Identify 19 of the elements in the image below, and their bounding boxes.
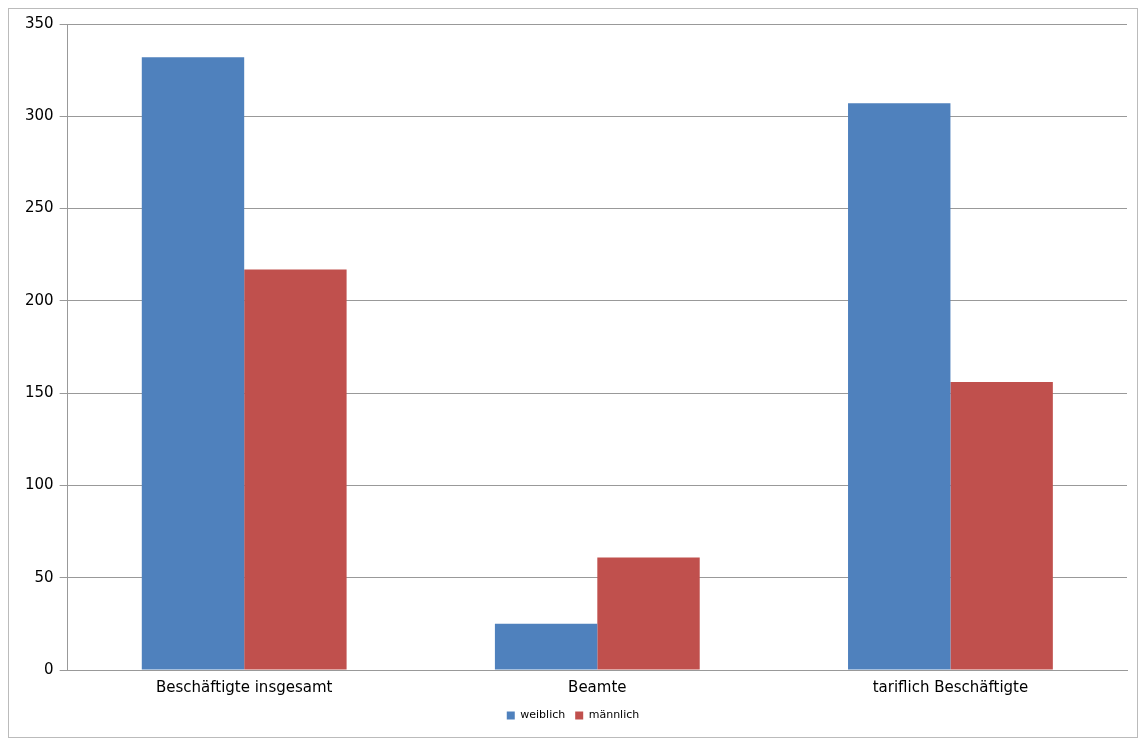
legend-label: männlich [588, 708, 640, 722]
y-tick-label: 300 [24, 106, 54, 125]
y-tick-label: 100 [24, 475, 54, 494]
bar [950, 382, 1053, 670]
legend-label: weiblich [520, 708, 566, 722]
y-tick-label: 250 [24, 198, 54, 217]
y-tick-label: 0 [44, 659, 54, 678]
bar [494, 623, 598, 670]
y-tick-label: 50 [34, 567, 54, 586]
y-tick-label: 200 [24, 290, 54, 309]
x-tick-label: Beamte [568, 677, 627, 696]
x-tick-label: tariflich Beschäftigte [872, 677, 1029, 696]
bar [244, 269, 347, 670]
y-tick-label: 150 [24, 383, 54, 402]
bar [597, 557, 700, 670]
y-tick-label: 350 [24, 13, 54, 32]
x-tick-label: Beschäftigte insgesamt [155, 677, 333, 696]
bar [141, 57, 245, 670]
bar [848, 103, 951, 670]
